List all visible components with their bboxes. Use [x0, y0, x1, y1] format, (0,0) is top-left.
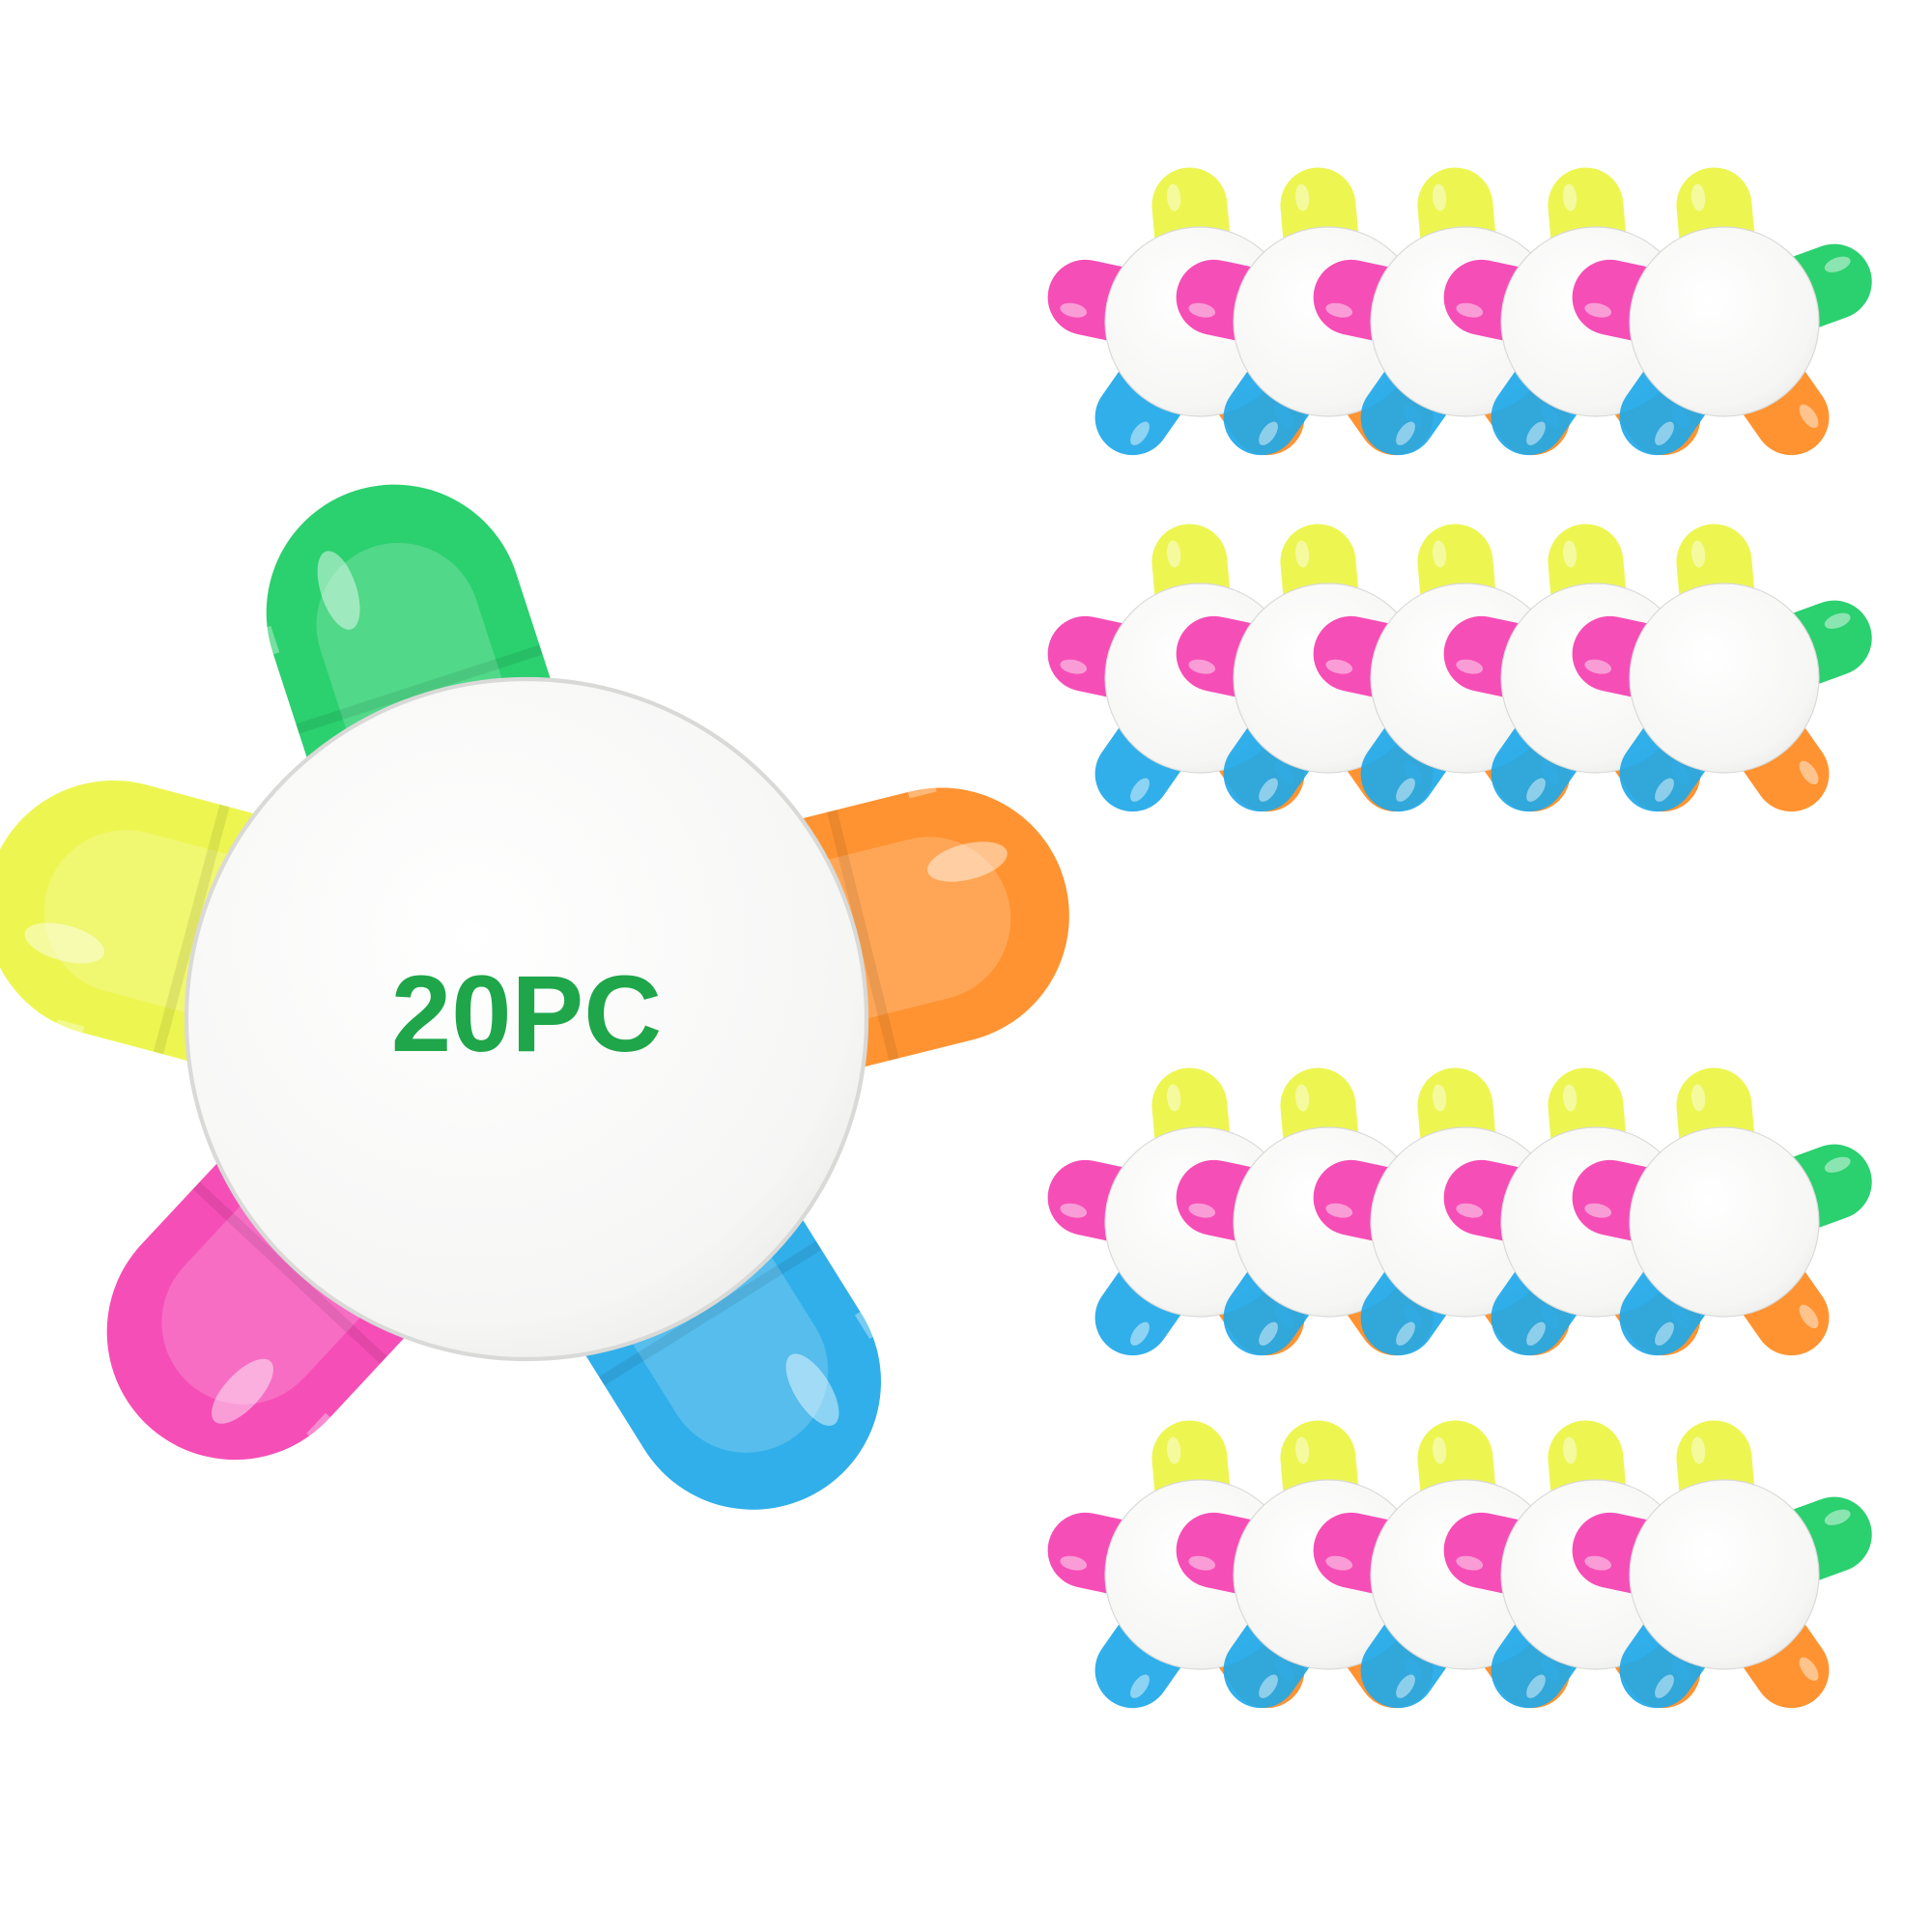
mini-flower-highlighter-icon — [1572, 1420, 1872, 1709]
highlighter-body — [1630, 1127, 1819, 1317]
highlighter-body — [1630, 583, 1819, 773]
highlighter-grid — [1047, 167, 1872, 1709]
highlighter-body — [186, 679, 867, 1359]
highlighter-body — [1630, 227, 1819, 416]
flower-highlighter-icon — [0, 484, 1069, 1510]
highlighter-body — [1630, 1480, 1819, 1669]
mini-flower-highlighter-icon — [1572, 1067, 1872, 1356]
mini-flower-highlighter-icon — [1572, 524, 1872, 812]
mini-flower-highlighter-icon — [1572, 167, 1872, 456]
quantity-label: 20PC — [391, 953, 662, 1074]
